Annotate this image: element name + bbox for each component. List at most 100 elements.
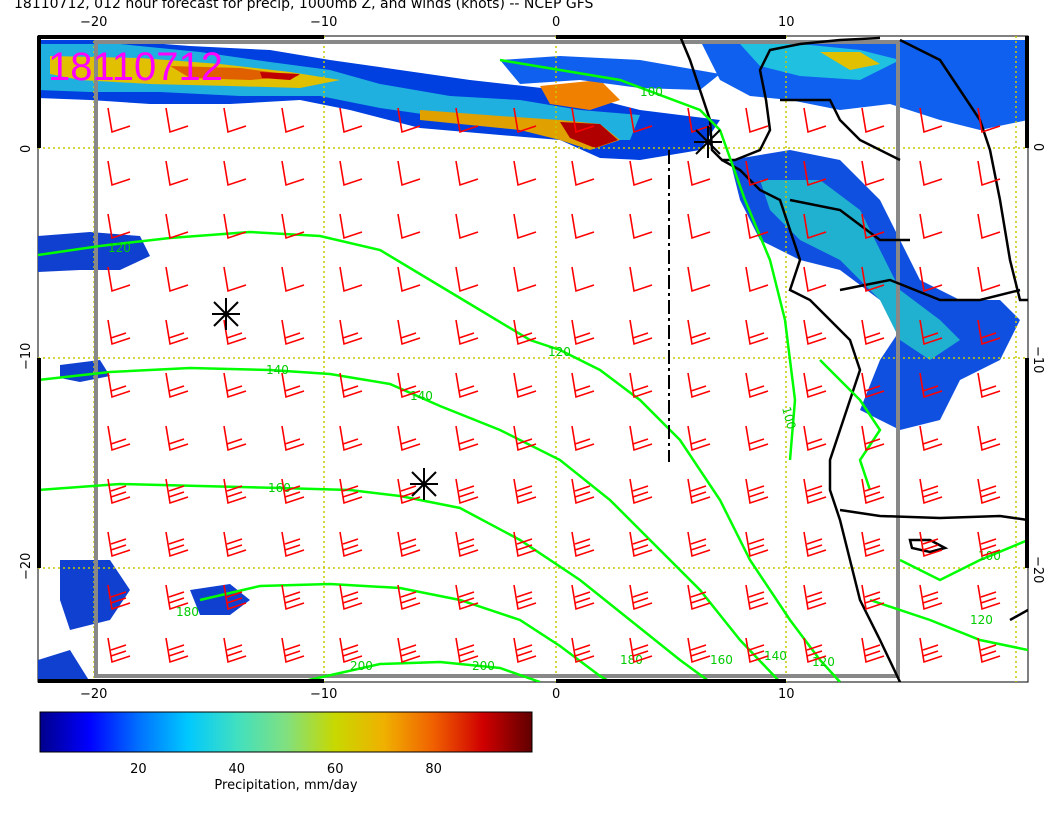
- wind-barb: [339, 107, 363, 134]
- wind-barb: [165, 107, 189, 134]
- wind-barb: [223, 266, 247, 293]
- height-contours: [38, 58, 1028, 682]
- wind-barb: [977, 372, 1001, 399]
- wind-barb: [223, 584, 247, 611]
- wind-barb: [919, 584, 943, 611]
- wind-barb: [455, 637, 479, 664]
- wind-barb: [281, 584, 305, 611]
- wind-barb: [629, 372, 653, 399]
- wind-barb: [745, 637, 769, 664]
- lon-label-bottom-2: −10: [310, 687, 337, 702]
- colorbar-tick-label: 40: [229, 762, 246, 777]
- wind-barb: [687, 425, 711, 452]
- contour-label-140-south: 140: [764, 649, 787, 663]
- colorbar-tick-label: 60: [327, 762, 344, 777]
- wind-barb: [339, 531, 363, 558]
- wind-barb: [397, 107, 421, 134]
- wind-barb: [745, 425, 769, 452]
- contour-label-100-se: 100: [978, 549, 1001, 563]
- wind-barb: [629, 531, 653, 558]
- wind-barb: [862, 691, 884, 715]
- wind-barb: [397, 319, 421, 346]
- wind-barb: [861, 107, 885, 134]
- lon-label-bottom-3: 0: [552, 687, 560, 702]
- wind-barb: [223, 372, 247, 399]
- contour-label-160-south: 160: [710, 653, 733, 667]
- wind-barb: [861, 266, 885, 293]
- wind-barb: [571, 584, 595, 611]
- wind-barb: [745, 531, 769, 558]
- wind-barb: [571, 637, 595, 664]
- wind-barb: [571, 478, 595, 505]
- wind-barb: [571, 107, 595, 134]
- wind-barb: [919, 478, 943, 505]
- lat-label-left-1: 0: [19, 145, 34, 153]
- wind-barb: [455, 107, 479, 134]
- wind-barb: [513, 266, 537, 293]
- wind-barb: [745, 584, 769, 611]
- date-stamp: 18110712: [48, 45, 223, 89]
- wind-barb: [687, 160, 711, 187]
- wind-barb: [629, 160, 653, 187]
- wind-barb: [397, 266, 421, 293]
- wind-barb: [687, 372, 711, 399]
- lon-label-top-3: 0: [552, 15, 560, 30]
- wind-barb: [920, 691, 942, 715]
- wind-barb: [977, 478, 1001, 505]
- wind-barb: [281, 425, 305, 452]
- contour-label-140-mid: 140: [410, 389, 433, 403]
- wind-barb: [165, 160, 189, 187]
- wind-barb: [745, 319, 769, 346]
- wind-barb: [745, 160, 769, 187]
- wind-barb: [977, 425, 1001, 452]
- wind-barb: [919, 425, 943, 452]
- wind-barb: [107, 266, 131, 293]
- wind-barb: [919, 213, 943, 240]
- wind-barb: [107, 372, 131, 399]
- lon-label-top-1: −20: [80, 15, 107, 30]
- wind-barb: [397, 478, 421, 505]
- wind-barb: [166, 691, 188, 715]
- wind-barb: [803, 160, 827, 187]
- wind-barb: [803, 319, 827, 346]
- wind-barb: [397, 372, 421, 399]
- contour-label-120-se: 120: [970, 613, 993, 627]
- wind-barb: [803, 266, 827, 293]
- wind-barb: [455, 266, 479, 293]
- wind-barb: [107, 107, 131, 134]
- lat-label-left-2: −10: [19, 343, 34, 370]
- wind-barb: [513, 531, 537, 558]
- wind-barb: [687, 478, 711, 505]
- wind-barb: [165, 531, 189, 558]
- wind-barb: [107, 637, 131, 664]
- wind-barb: [165, 425, 189, 452]
- wind-barb: [398, 691, 420, 715]
- wind-barb: [281, 213, 305, 240]
- domain-box: [94, 40, 900, 678]
- wind-barb: [861, 531, 885, 558]
- wind-barb: [339, 637, 363, 664]
- asterisk-marker-1: [212, 298, 240, 330]
- colorbar: 20 40 60 80 Precipitation, mm/day: [39, 711, 533, 793]
- wind-barb: [223, 478, 247, 505]
- wind-barb: [571, 266, 595, 293]
- lat-label-right-3: −20: [1030, 556, 1045, 583]
- wind-barb: [977, 160, 1001, 187]
- wind-barb: [687, 531, 711, 558]
- contour-label-160-west: 160: [268, 481, 291, 495]
- wind-barb: [978, 691, 1000, 715]
- wind-barb: [803, 425, 827, 452]
- axis-frame-bars: [37, 35, 1029, 683]
- wind-barb: [861, 425, 885, 452]
- wind-barb: [223, 637, 247, 664]
- wind-barb: [745, 372, 769, 399]
- contour-label-200-mid: 200: [472, 659, 495, 673]
- wind-barb: [281, 372, 305, 399]
- wind-barb: [630, 691, 652, 715]
- wind-barb: [223, 213, 247, 240]
- lon-label-top-4: 10: [778, 15, 795, 30]
- wind-barb: [513, 372, 537, 399]
- wind-barb: [687, 266, 711, 293]
- wind-barb: [687, 107, 711, 134]
